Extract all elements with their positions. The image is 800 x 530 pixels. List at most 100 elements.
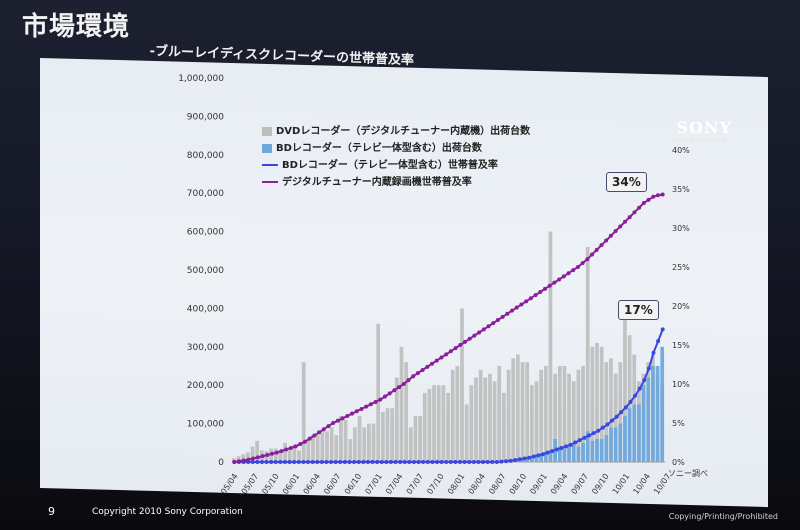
digital-recorder-penetration-point <box>326 424 331 429</box>
dvd-bar <box>325 431 329 462</box>
bd-penetration-point <box>499 459 504 464</box>
bd-penetration-point <box>628 399 633 404</box>
dvd-bar <box>516 354 520 462</box>
bd-bar <box>646 377 651 462</box>
bd-bar <box>641 385 646 462</box>
bd-penetration-point <box>494 460 499 464</box>
bd-penetration-point <box>434 460 439 464</box>
dvd-bar <box>455 366 460 462</box>
bd-bar <box>520 458 525 462</box>
digital-recorder-penetration-point <box>627 215 632 220</box>
digital-recorder-penetration-point <box>655 193 660 198</box>
digital-recorder-penetration-point <box>406 378 411 383</box>
digital-recorder-penetration-point <box>392 388 397 393</box>
y2-tick-label: 20% <box>672 302 690 311</box>
digital-recorder-penetration-point <box>646 197 651 202</box>
page-number: 9 <box>48 505 55 518</box>
x-tick-label: 05/10 <box>260 472 281 496</box>
y2-tick-label: 25% <box>672 263 690 272</box>
x-tick-label: 06/04 <box>302 472 323 496</box>
bd-penetration-point <box>471 460 476 464</box>
dvd-bar <box>329 427 334 462</box>
digital-recorder-penetration-point <box>387 391 392 396</box>
bd-penetration-point <box>656 339 661 344</box>
bd-penetration-point <box>264 460 269 464</box>
x-tick-label: 08/04 <box>466 472 487 496</box>
bd-penetration-point <box>352 460 357 464</box>
x-tick-label: 06/10 <box>343 472 364 496</box>
digital-recorder-penetration-point <box>477 330 482 335</box>
bd-penetration-point <box>324 460 329 464</box>
digital-recorder-penetration-point <box>444 352 449 357</box>
y-tick-label: 700,000 <box>187 189 224 199</box>
digital-recorder-penetration-point <box>637 205 642 210</box>
dvd-bar <box>287 448 292 462</box>
bd-penetration-point <box>407 460 412 464</box>
digital-recorder-penetration-point <box>510 308 515 313</box>
digital-recorder-penetration-point <box>425 364 430 369</box>
bd-penetration-point <box>379 460 384 464</box>
digital-recorder-penetration-point <box>566 271 571 276</box>
digital-recorder-penetration-point <box>491 321 496 326</box>
dvd-bar <box>418 415 422 462</box>
bd-bar <box>595 438 599 462</box>
bd-penetration-point <box>660 327 665 332</box>
bd-penetration-point <box>582 435 587 440</box>
bd-penetration-point <box>273 460 278 464</box>
bd-penetration-point <box>421 460 426 464</box>
bd-bar <box>604 435 609 462</box>
x-tick-label: 09/07 <box>570 472 591 496</box>
bd-penetration-point <box>338 460 343 464</box>
bd-penetration-point <box>319 460 324 464</box>
bd-penetration-point <box>462 460 467 464</box>
digital-recorder-penetration-point <box>453 346 458 351</box>
digital-recorder-penetration-point <box>622 219 627 224</box>
dvd-bar <box>432 385 436 462</box>
digital-recorder-penetration-point <box>608 233 613 238</box>
bd-penetration-point <box>577 438 582 443</box>
bd-bar <box>534 454 539 462</box>
bd-bar <box>576 446 581 462</box>
bd-penetration-point <box>296 460 301 464</box>
digital-recorder-penetration-point <box>542 286 547 291</box>
bd-penetration-point <box>504 459 509 464</box>
bd-bar <box>525 457 530 462</box>
bd-penetration-point <box>416 460 421 464</box>
digital-recorder-penetration-point <box>430 361 435 366</box>
digital-recorder-penetration-point <box>458 343 463 347</box>
dvd-bar <box>348 438 353 462</box>
bd-penetration-point <box>458 460 463 464</box>
dvd-bar <box>548 231 553 462</box>
digital-recorder-penetration-point <box>571 268 576 273</box>
x-tick-label: 07/01 <box>363 472 384 496</box>
copyright: Copyright 2010 Sony Corporation <box>92 507 243 517</box>
bd-penetration-point <box>259 460 264 464</box>
digital-recorder-penetration-point <box>345 413 350 418</box>
y-tick-label: 400,000 <box>187 304 224 314</box>
bd-bar <box>627 408 632 462</box>
bd-bar <box>548 450 553 462</box>
dvd-bar <box>604 362 609 462</box>
dvd-bar <box>408 427 413 462</box>
x-tick-label: 08/07 <box>487 472 508 496</box>
dvd-bar <box>376 323 381 462</box>
digital-recorder-penetration-point <box>378 397 383 402</box>
digital-recorder-penetration-point <box>599 243 604 248</box>
y-tick-label: 900,000 <box>187 112 224 122</box>
dvd-bar <box>520 362 525 462</box>
x-tick-label: 08/01 <box>446 472 467 496</box>
dvd-bar <box>502 392 506 462</box>
x-tick-label: 06/07 <box>322 472 343 496</box>
digital-recorder-penetration-point <box>279 449 284 454</box>
bd-penetration-point <box>411 460 416 464</box>
dvd-bar <box>623 319 627 462</box>
legend-item: デジタルチューナー内蔵録画機世帯普及率 <box>262 173 472 188</box>
dvd-bar <box>562 366 567 462</box>
bd-penetration-point <box>508 458 513 463</box>
digital-recorder-penetration-point <box>307 436 312 441</box>
bd-penetration-point <box>605 422 610 427</box>
digital-recorder-penetration-point <box>298 442 303 447</box>
digital-recorder-penetration-point <box>641 201 646 206</box>
